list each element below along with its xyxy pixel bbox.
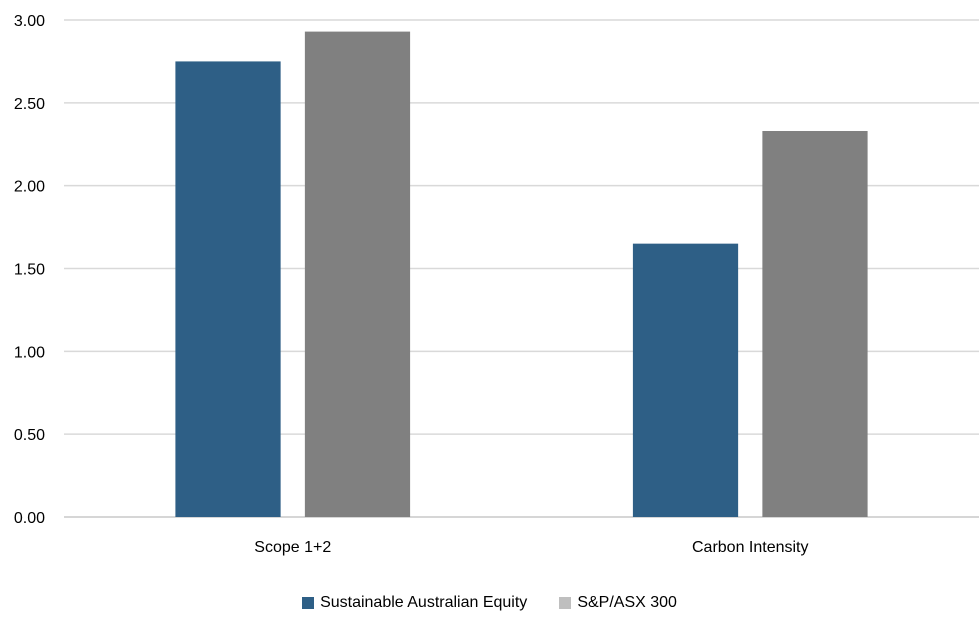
legend-label-series-2: S&P/ASX 300 bbox=[577, 594, 677, 611]
y-tick-label: 1.50 bbox=[14, 262, 45, 279]
y-tick-label: 2.00 bbox=[14, 179, 45, 196]
bar-series-2-category-1 bbox=[304, 31, 411, 517]
bars bbox=[175, 31, 868, 518]
x-category-label: Scope 1+2 bbox=[254, 539, 331, 556]
x-axis-category-labels: Scope 1+2 Carbon Intensity bbox=[254, 539, 808, 556]
y-axis-tick-labels: 0.00 0.50 1.00 1.50 2.00 2.50 3.00 bbox=[14, 13, 45, 527]
bar-series-2-category-2 bbox=[762, 130, 868, 517]
legend-item-series-2: S&P/ASX 300 bbox=[559, 594, 677, 612]
y-tick-label: 1.00 bbox=[14, 344, 45, 361]
y-tick-label: 0.00 bbox=[14, 510, 45, 527]
bar-series-1-category-1 bbox=[175, 61, 281, 518]
bar-series-1-category-2 bbox=[632, 243, 739, 517]
y-tick-label: 3.00 bbox=[14, 13, 45, 30]
legend-item-series-1: Sustainable Australian Equity bbox=[302, 594, 527, 612]
legend-label-series-1: Sustainable Australian Equity bbox=[320, 594, 528, 611]
legend-swatch-series-1 bbox=[302, 597, 315, 609]
x-category-label: Carbon Intensity bbox=[692, 539, 809, 556]
legend: Sustainable Australian Equity S&P/ASX 30… bbox=[0, 594, 979, 612]
y-tick-label: 2.50 bbox=[14, 96, 45, 113]
legend-swatch-series-2 bbox=[559, 597, 572, 609]
y-tick-label: 0.50 bbox=[14, 427, 45, 444]
